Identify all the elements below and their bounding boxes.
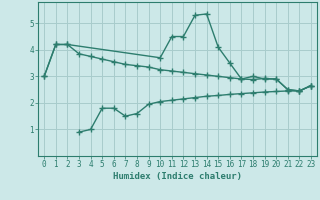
X-axis label: Humidex (Indice chaleur): Humidex (Indice chaleur) [113, 172, 242, 181]
